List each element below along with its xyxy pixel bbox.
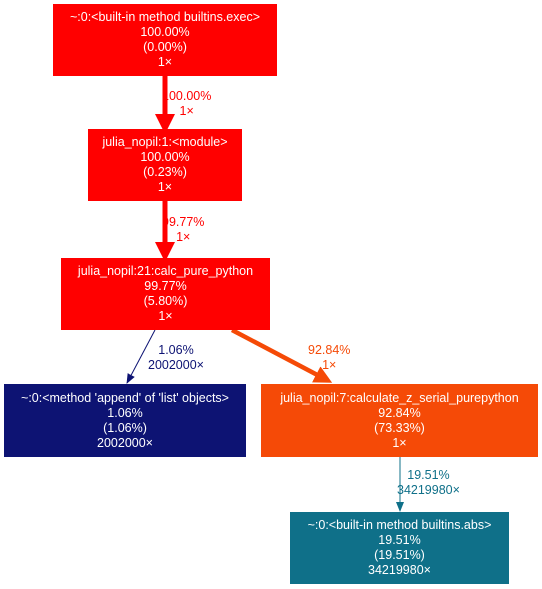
node-title: julia_nopil:7:calculate_z_serial_purepyt… bbox=[280, 391, 518, 406]
node-calls: 1× bbox=[392, 436, 406, 451]
node-total-pct: 99.77% bbox=[144, 279, 186, 294]
node-self-pct: (0.23%) bbox=[143, 165, 187, 180]
node-calculate-z-serial[interactable]: julia_nopil:7:calculate_z_serial_purepyt… bbox=[261, 384, 538, 457]
node-title: ~:0:<built-in method builtins.abs> bbox=[308, 518, 492, 533]
node-builtins-exec[interactable]: ~:0:<built-in method builtins.exec> 100.… bbox=[53, 4, 277, 76]
node-total-pct: 100.00% bbox=[140, 150, 189, 165]
node-calls: 1× bbox=[158, 55, 172, 70]
node-title: ~:0:<method 'append' of 'list' objects> bbox=[21, 391, 229, 406]
node-list-append[interactable]: ~:0:<method 'append' of 'list' objects> … bbox=[4, 384, 246, 457]
edge-label-module-calc: 99.77% 1× bbox=[162, 215, 204, 245]
edge-calls: 1× bbox=[308, 358, 350, 373]
node-title: julia_nopil:21:calc_pure_python bbox=[78, 264, 253, 279]
edge-label-calc-append: 1.06% 2002000× bbox=[148, 343, 204, 373]
edge-calls: 1× bbox=[162, 230, 204, 245]
edge-label-exec-module: 100.00% 1× bbox=[162, 89, 211, 119]
node-calls: 34219980× bbox=[368, 563, 431, 578]
node-total-pct: 92.84% bbox=[378, 406, 420, 421]
edge-pct: 99.77% bbox=[162, 215, 204, 230]
node-title: julia_nopil:1:<module> bbox=[102, 135, 227, 150]
node-self-pct: (19.51%) bbox=[374, 548, 425, 563]
node-total-pct: 100.00% bbox=[140, 25, 189, 40]
node-calls: 1× bbox=[158, 180, 172, 195]
edge-pct: 19.51% bbox=[397, 468, 460, 483]
edge-label-calc-serial: 92.84% 1× bbox=[308, 343, 350, 373]
edge-calls: 34219980× bbox=[397, 483, 460, 498]
node-builtins-abs[interactable]: ~:0:<built-in method builtins.abs> 19.51… bbox=[290, 512, 509, 584]
node-self-pct: (73.33%) bbox=[374, 421, 425, 436]
node-total-pct: 19.51% bbox=[378, 533, 420, 548]
edge-label-serial-abs: 19.51% 34219980× bbox=[397, 468, 460, 498]
node-module[interactable]: julia_nopil:1:<module> 100.00% (0.23%) 1… bbox=[88, 129, 242, 201]
node-self-pct: (0.00%) bbox=[143, 40, 187, 55]
edge-calls: 2002000× bbox=[148, 358, 204, 373]
edge-pct: 100.00% bbox=[162, 89, 211, 104]
edge-pct: 92.84% bbox=[308, 343, 350, 358]
node-title: ~:0:<built-in method builtins.exec> bbox=[70, 10, 260, 25]
node-self-pct: (5.80%) bbox=[144, 294, 188, 309]
node-calls: 1× bbox=[158, 309, 172, 324]
node-self-pct: (1.06%) bbox=[103, 421, 147, 436]
node-total-pct: 1.06% bbox=[107, 406, 142, 421]
edge-pct: 1.06% bbox=[148, 343, 204, 358]
node-calls: 2002000× bbox=[97, 436, 153, 451]
node-calc-pure-python[interactable]: julia_nopil:21:calc_pure_python 99.77% (… bbox=[61, 258, 270, 330]
edge-calls: 1× bbox=[162, 104, 211, 119]
